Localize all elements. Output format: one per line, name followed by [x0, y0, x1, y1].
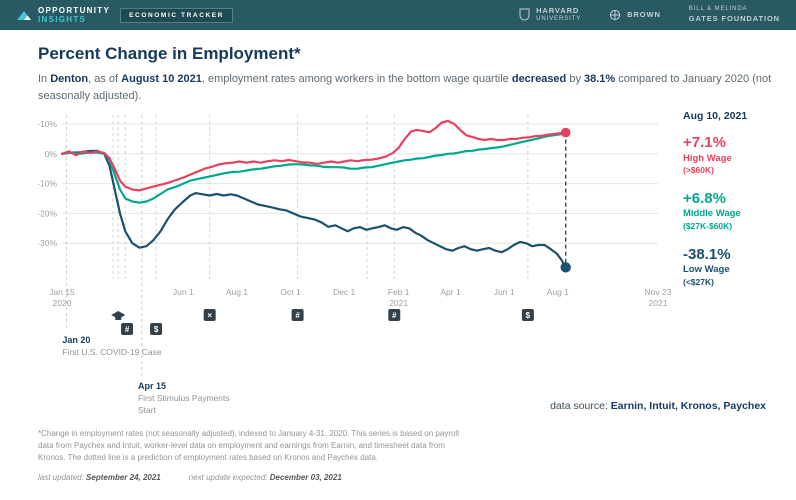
series-low: [60, 149, 567, 269]
next-update-label: next update expected:: [188, 473, 270, 482]
event-icon-glyph: #: [392, 311, 397, 320]
harvard-shield-icon: [519, 8, 530, 21]
panel-as-of-date: Aug 10, 2021: [683, 110, 748, 122]
brand-line-1: OPPORTUNITY: [38, 5, 111, 15]
tax-deadline-icon: [121, 323, 134, 335]
summary-text: by: [566, 73, 585, 85]
tax-deadline-icon-glyph: #: [125, 325, 130, 334]
next-update-date: December 03, 2021: [269, 473, 342, 482]
brown-crest-icon: [610, 9, 621, 21]
main-content: Percent Change in Employment* In Denton,…: [0, 30, 796, 482]
chart-footnote: *Change in employment rates (not seasona…: [38, 429, 459, 462]
partner-logos: HARVARD UNIVERSITY BROWN BILL & MELINDA …: [519, 6, 780, 24]
summary-city: Denton: [50, 73, 89, 85]
x-tick-year-label: 2020: [53, 298, 72, 308]
top-nav-bar: OPPORTUNITY INSIGHTS ECONOMIC TRACKER HA…: [0, 0, 796, 30]
school-closure-icon: [111, 311, 126, 319]
middle-wage-range: ($27K-$60K): [683, 220, 733, 231]
middle-wage-percent: +6.8%: [683, 189, 726, 207]
school-closure-icon: [115, 316, 122, 320]
x-tick-label: Apr 1: [440, 287, 461, 297]
series-high: [60, 119, 567, 192]
high-wage-percent: +7.1%: [683, 134, 726, 151]
low-wage-percent: -38.1%: [683, 245, 731, 263]
x-tick-year-label: 2021: [649, 298, 668, 308]
child-tax-credit-icon: [521, 309, 534, 321]
low-wage-range: (<$27K): [683, 276, 714, 287]
page-title: Percent Change in Employment*: [38, 44, 301, 63]
chart-summary-sentence: In Denton, as of August 10 2021, employm…: [38, 71, 778, 104]
summary-text: compared to January 2020 (not seasonally…: [38, 73, 772, 102]
middle-wage-label: Middle Wage: [683, 208, 741, 220]
low-wage-label: Low Wage: [683, 264, 730, 276]
x-tick-label: Jan 15: [49, 287, 75, 297]
data-source-line: data source: Earnin, Intuit, Kronos, Pay…: [550, 400, 766, 412]
y-tick-label: 0%: [45, 149, 58, 159]
x-tick-label: Dec 1: [333, 287, 355, 297]
summary-direction: decreased: [511, 73, 567, 85]
x-tick-label: Oct 1: [280, 287, 301, 297]
summary-text: , as of: [88, 73, 122, 85]
harvard-subname: UNIVERSITY: [536, 15, 582, 22]
annotation-text: Start: [138, 405, 157, 415]
harvard-logo[interactable]: HARVARD UNIVERSITY: [519, 6, 581, 24]
stimulus-payment-icon-glyph: $: [154, 325, 159, 334]
y-tick-label: -10%: [38, 179, 57, 189]
x-tick-year-label: 2021: [389, 298, 408, 308]
annotation-text: First Stimulus Payments: [138, 393, 230, 403]
x-tick-label: Aug 1: [547, 287, 569, 297]
business-closure-icon-glyph: ×: [207, 311, 212, 320]
data-source-label: data source:: [550, 400, 611, 412]
gates-foundation-logo[interactable]: BILL & MELINDA GATES foundation: [689, 6, 780, 24]
x-tick-label: Jun 1: [494, 287, 515, 297]
high-wage-end-dot: [560, 127, 571, 138]
value-panel: Aug 10, 2021 +7.1% High Wage (>$60K) +6.…: [683, 106, 793, 418]
middle-wage-value: +6.8% Middle Wage ($27K-$60K): [683, 189, 793, 232]
brown-logo[interactable]: BROWN: [609, 9, 661, 21]
annotation-text: First U.S. COVID-19 Case: [62, 347, 161, 357]
x-tick-label: Feb 1: [388, 287, 410, 297]
low-wage-end-dot: [560, 262, 571, 273]
low-wage-value: -38.1% Low Wage (<$27K): [683, 245, 793, 288]
update-info: last updated: September 24, 2021 next upd…: [38, 473, 796, 482]
y-tick-label: -30%: [38, 238, 57, 248]
opportunity-insights-mark-icon: [17, 11, 31, 20]
x-tick-label: Aug 1: [226, 287, 248, 297]
high-wage-label: High Wage: [683, 152, 732, 164]
last-updated-label: last updated:: [38, 473, 87, 482]
event-icon-glyph: #: [295, 311, 300, 320]
x-tick-label: Jun 1: [173, 287, 194, 297]
event-icon: [388, 309, 401, 321]
high-wage-range: (>$60K): [683, 164, 714, 175]
high-wage-value: +7.1% High Wage (>$60K): [683, 133, 793, 176]
summary-percent: 38.1%: [584, 73, 616, 85]
event-icon: [291, 309, 304, 321]
gates-line-1: BILL & MELINDA: [688, 6, 748, 13]
y-tick-label: -20%: [38, 208, 57, 218]
data-source-value: Earnin, Intuit, Kronos, Paychex: [610, 400, 766, 412]
summary-text: , employment rates among workers in the …: [201, 73, 512, 85]
y-tick-label: +10%: [38, 119, 57, 129]
gates-line-2: GATES foundation: [688, 14, 780, 24]
annotation-title: Apr 15: [138, 381, 166, 391]
opportunity-insights-logo[interactable]: OPPORTUNITY INSIGHTS ECONOMIC TRACKER: [16, 5, 234, 24]
harvard-name: HARVARD: [536, 6, 580, 16]
brown-name: BROWN: [627, 10, 661, 20]
brand-line-2: INSIGHTS: [38, 15, 87, 24]
economic-tracker-badge[interactable]: ECONOMIC TRACKER: [120, 7, 234, 23]
x-tick-label: Nov 23: [645, 287, 672, 297]
annotation-title: Jan 20: [62, 335, 90, 345]
summary-text: In: [38, 73, 51, 85]
last-updated-date: September 24, 2021: [86, 473, 161, 482]
business-closure-icon: [203, 309, 216, 321]
stimulus-payment-icon: [150, 323, 163, 335]
child-tax-credit-icon-glyph: $: [526, 311, 531, 320]
summary-date: August 10 2021: [121, 73, 202, 85]
series-mid: [60, 132, 567, 204]
